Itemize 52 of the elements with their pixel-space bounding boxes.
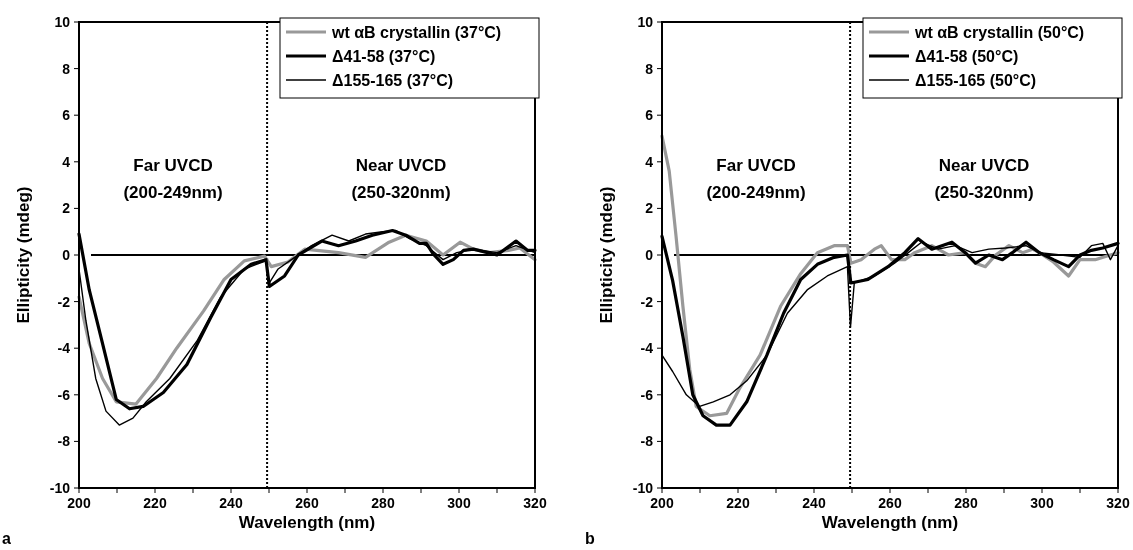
y-tick-label: 10 (54, 14, 71, 30)
annotation: Near UVCD (250-320nm) (351, 156, 451, 203)
y-tick-label: 2 (62, 200, 71, 217)
x-tick-label: 300 (447, 495, 471, 511)
y-tick-label: -2 (57, 293, 71, 310)
y-tick-label: 10 (637, 14, 654, 30)
y-tick-label: 0 (645, 247, 654, 263)
x-tick-label: 240 (802, 495, 826, 511)
x-tick-label: 320 (523, 495, 547, 511)
text: b (585, 530, 595, 547)
x-axis-title: Wavelength (nm) (821, 513, 959, 532)
x-tick-label: 200 (650, 495, 674, 511)
y-tick-label: -4 (640, 340, 654, 357)
y-tick-label: 2 (645, 200, 654, 217)
legend-label: wt αB crystallin (50°C) (914, 24, 1085, 41)
y-tick-label: -10 (49, 480, 71, 496)
y-tick-label: 6 (62, 107, 71, 124)
y-tick-label: -8 (640, 433, 654, 450)
y-tick-label: -10 (632, 480, 654, 496)
legend-label: Δ155-165 (37°C) (332, 72, 454, 89)
y-tick-label: 8 (62, 60, 71, 77)
y-axis-title: Ellipticity (mdeg) (14, 186, 33, 324)
x-tick-label: 240 (219, 495, 243, 511)
text: a (2, 530, 11, 547)
y-tick-label: -4 (57, 340, 71, 357)
legend-label: wt αB crystallin (37°C) (331, 24, 502, 41)
x-tick-label: 280 (371, 495, 395, 511)
y-tick-label: -2 (640, 293, 654, 310)
x-axis-title: Wavelength (nm) (238, 513, 376, 532)
x-tick-label: 260 (878, 495, 902, 511)
x-tick-label: 260 (295, 495, 319, 511)
y-tick-label: 8 (645, 60, 654, 77)
x-tick-label: 200 (67, 495, 91, 511)
legend-label: Δ41-58 (50°C) (915, 48, 1019, 65)
x-tick-label: 300 (1030, 495, 1054, 511)
x-tick-label: 220 (143, 495, 167, 511)
annotation: Far UVCD (200-249nm) (123, 156, 223, 203)
y-tick-label: 4 (62, 153, 71, 170)
x-tick-label: 220 (726, 495, 750, 511)
legend-label: Δ41-58 (37°C) (332, 48, 436, 65)
y-tick-label: 6 (645, 107, 654, 124)
y-tick-label: 0 (62, 247, 71, 263)
y-tick-label: -8 (57, 433, 71, 450)
y-tick-label: -6 (640, 386, 654, 403)
annotation: Near UVCD (250-320nm) (934, 156, 1034, 203)
x-tick-label: 320 (1106, 495, 1130, 511)
y-axis-title: Ellipticity (mdeg) (597, 186, 616, 324)
y-tick-label: 4 (645, 153, 654, 170)
y-tick-label: -6 (57, 386, 71, 403)
x-tick-label: 280 (954, 495, 978, 511)
legend-label: Δ155-165 (50°C) (915, 72, 1037, 89)
annotation: Far UVCD (200-249nm) (706, 156, 806, 203)
